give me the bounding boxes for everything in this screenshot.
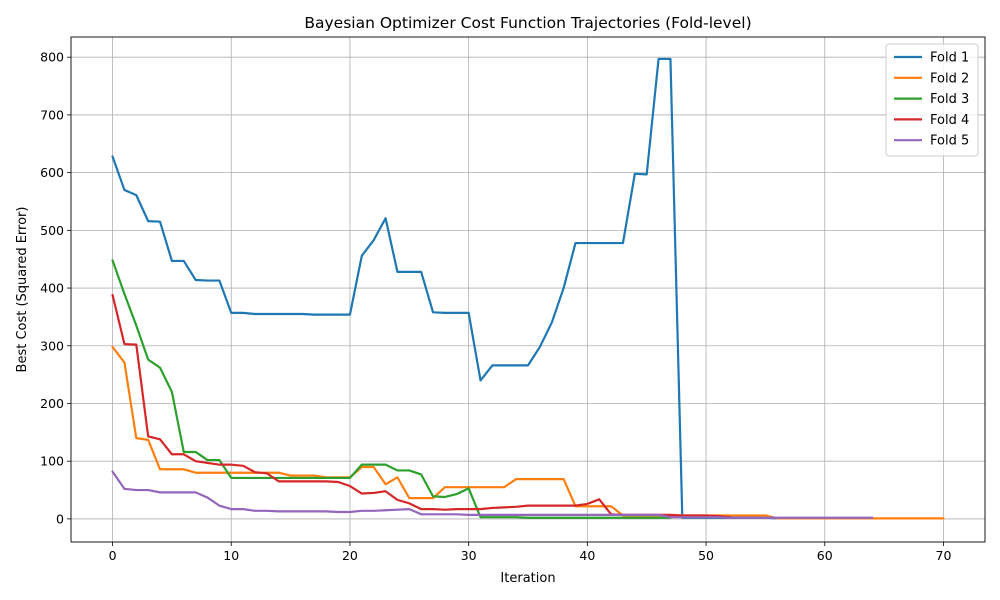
x-tick-label: 10: [223, 548, 239, 563]
y-tick-label: 800: [40, 50, 64, 65]
x-tick-label: 30: [461, 548, 477, 563]
series-line-fold-5: [111, 470, 874, 519]
x-tick-label: 60: [817, 548, 833, 563]
y-tick-label: 500: [40, 223, 64, 238]
y-axis-label: Best Cost (Squared Error): [15, 207, 30, 373]
y-tick-label: 100: [40, 454, 64, 469]
legend-box: [885, 43, 979, 157]
grid: [71, 37, 985, 542]
legend-label: Fold 1: [930, 51, 969, 66]
y-tick-label: 400: [40, 281, 64, 296]
y-tick-label: 300: [40, 338, 64, 353]
x-axis-label: Iteration: [500, 571, 555, 586]
x-tick-label: 50: [698, 548, 714, 563]
legend-label: Fold 4: [930, 113, 969, 128]
series-line-fold-3: [111, 259, 672, 519]
legend-label: Fold 5: [930, 134, 969, 149]
y-tick-label: 700: [40, 107, 64, 122]
x-tick-label: 20: [342, 548, 358, 563]
y-tick-label: 200: [40, 396, 64, 411]
legend: Fold 1 Fold 2 Fold 3 Fold 4 Fold 5: [885, 43, 979, 157]
chart-title: Bayesian Optimizer Cost Function Traject…: [304, 14, 751, 32]
plot-frame: [70, 36, 986, 543]
y-tick-label: 600: [40, 165, 64, 180]
x-tick-label: 70: [936, 548, 952, 563]
x-tick-label: 0: [109, 548, 117, 563]
y-tick-label: 0: [56, 511, 64, 526]
legend-label: Fold 2: [930, 71, 969, 86]
x-tick-label: 40: [579, 548, 595, 563]
series-lines: [111, 57, 945, 520]
legend-label: Fold 3: [930, 92, 969, 107]
